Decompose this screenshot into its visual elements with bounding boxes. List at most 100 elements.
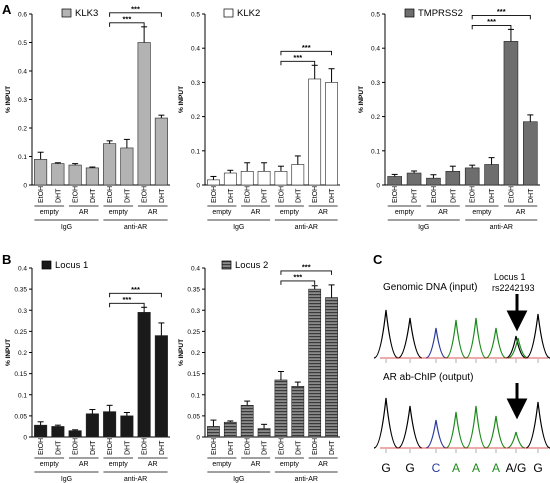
base-call: G [533,461,542,475]
trace-peak [507,337,529,359]
legend-swatch [61,8,72,18]
significance-bracket [280,280,316,285]
bar [34,424,48,438]
x-tick-label: DHT [55,440,62,455]
significance-label: *** [302,43,311,52]
bar [240,171,254,186]
significance-label: *** [487,17,496,26]
bar [51,426,65,438]
group-label: AR [148,209,158,216]
group-label: empty [109,209,129,216]
significance-label: *** [131,4,140,13]
trace-peak [465,405,487,449]
bar [207,426,220,438]
significance-label: *** [293,53,302,62]
y-tick-label: 0.1 [18,154,27,161]
x-tick-label: DHT [262,188,269,203]
group-label: IgG [418,224,429,231]
bar [523,121,538,186]
group-label: AR [148,461,158,468]
y-tick-label: 0.05 [14,413,27,420]
group-label: empty [109,461,129,468]
significance-bracket [109,292,162,298]
panel-label-c: C [373,252,383,267]
legend-swatch [404,8,415,18]
significance-label: *** [293,272,302,281]
significance-bracket [109,22,145,27]
chart-2: 0 0.1 0.2 0.3 0.4 0.5 % INPUT KLK2 EtOH DHT EtOH DH… [178,8,340,231]
y-tick-label: 0.2 [191,350,200,357]
trace-peak [445,319,467,359]
y-tick-label: 0 [376,183,380,190]
y-tick-label: 0.6 [18,12,27,19]
legend-label: KLK3 [75,8,98,19]
bar [406,172,422,186]
x-tick-label: EtOH [470,186,477,203]
snp-arrow-top [506,294,528,332]
group-label: IgG [233,476,244,483]
y-tick-label: 0.1 [191,148,200,155]
significance-bracket [471,24,512,30]
group-label: empty [212,461,232,468]
group-label: empty [212,209,232,216]
y-tick-label: 0.1 [191,392,200,399]
x-tick-label: DHT [159,440,166,455]
base-call: A [492,461,500,475]
y-tick-label: 0.25 [14,329,27,336]
x-tick-label: DHT [159,188,166,203]
bar [120,147,134,186]
x-tick-label: DHT [90,440,97,455]
x-tick-label: EtOH [107,186,114,203]
group-label: anti-AR [295,224,318,231]
y-tick-label: 0.2 [18,126,27,133]
x-tick-label: DHT [90,188,97,203]
y-tick-label: 0.2 [371,114,380,121]
trace-peak [485,415,507,449]
bar [291,385,305,438]
x-tick-label: DHT [55,188,62,203]
x-tick-label: EtOH [142,438,149,455]
significance-bracket [109,12,162,17]
bar [503,41,519,186]
bar [34,159,48,186]
snp-arrow-bottom [506,383,528,420]
bar [308,78,322,186]
legend-label: TMPRSS2 [418,8,463,19]
bar [484,164,499,186]
trace-peak [525,401,550,449]
x-tick-label: DHT [528,188,535,203]
x-tick-label: EtOH [107,438,114,455]
x-tick-label: DHT [412,188,419,203]
x-tick-label: EtOH [38,186,45,203]
legend-swatch [223,8,234,18]
trace-peak [445,411,467,449]
trace-peak [425,327,447,359]
group-label: empty [280,209,300,216]
y-axis-label: % INPUT [5,86,12,113]
locus-label: Locus 1 [494,272,526,282]
bar [445,171,461,186]
bar [103,143,117,186]
x-tick-label: EtOH [278,186,285,203]
y-tick-label: 0.5 [371,12,380,19]
bar [325,297,338,438]
x-tick-label: DHT [124,440,131,455]
group-label: anti-AR [490,224,513,231]
bar [207,179,220,186]
y-tick-label: 0.35 [187,287,200,294]
x-tick-label: DHT [262,440,269,455]
bar [325,82,338,186]
ar-chip-title: AR ab-ChIP (output) [383,372,473,383]
significance-bracket [280,270,333,275]
x-tick-label: EtOH [211,186,218,203]
bar [68,164,82,186]
y-tick-label: 0.3 [18,97,27,104]
y-tick-label: 0 [23,435,27,442]
base-call: A/G [506,461,527,475]
chromatogram-input [373,309,550,359]
bar [464,167,480,186]
x-tick-label: DHT [329,440,336,455]
trace-peak [505,335,527,359]
x-tick-label: DHT [124,188,131,203]
base-call: G [405,461,414,475]
